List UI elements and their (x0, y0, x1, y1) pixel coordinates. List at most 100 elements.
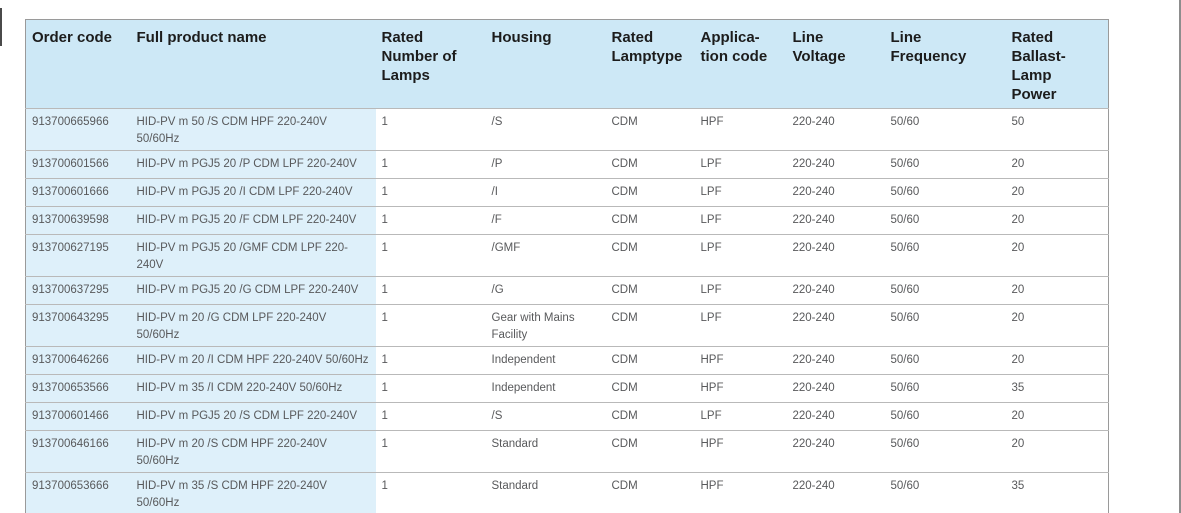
cell-application-code: LPF (694, 150, 787, 179)
cell-order-code: 913700601666 (25, 178, 131, 207)
cell-rated-ballast-lamp-power: 35 (1005, 472, 1109, 513)
cell-line-voltage: 220-240 (786, 206, 885, 235)
cell-rated-ballast-lamp-power: 20 (1005, 402, 1109, 431)
cell-order-code: 913700646166 (25, 430, 131, 473)
column-header-rated-number-of-lamps: Rated Number of Lamps (375, 19, 486, 109)
page-edge-line-right (1179, 0, 1181, 513)
cell-order-code: 913700601466 (25, 402, 131, 431)
cell-line-voltage: 220-240 (786, 108, 885, 151)
cell-line-frequency: 50/60 (884, 276, 1006, 305)
table-row: 913700637295 HID-PV m PGJ5 20 /G CDM LPF … (25, 276, 1109, 305)
cell-line-frequency: 50/60 (884, 206, 1006, 235)
cell-full-product-name: HID-PV m PGJ5 20 /GMF CDM LPF 220-240V (130, 234, 376, 277)
cell-full-product-name: HID-PV m 35 /S CDM HPF 220-240V 50/60Hz (130, 472, 376, 513)
cell-line-voltage: 220-240 (786, 304, 885, 347)
cell-line-voltage: 220-240 (786, 276, 885, 305)
cell-line-frequency: 50/60 (884, 346, 1006, 375)
cell-rated-ballast-lamp-power: 20 (1005, 150, 1109, 179)
cell-order-code: 913700627195 (25, 234, 131, 277)
cell-line-frequency: 50/60 (884, 304, 1006, 347)
cell-full-product-name: HID-PV m 35 /I CDM 220-240V 50/60Hz (130, 374, 376, 403)
cell-housing: /F (485, 206, 606, 235)
column-header-order-code: Order code (25, 19, 131, 109)
cell-rated-lamptype: CDM (605, 402, 695, 431)
table-row: 913700639598 HID-PV m PGJ5 20 /F CDM LPF … (25, 206, 1109, 235)
cell-line-voltage: 220-240 (786, 150, 885, 179)
cell-application-code: LPF (694, 276, 787, 305)
cell-rated-number-of-lamps: 1 (375, 234, 486, 277)
cell-rated-ballast-lamp-power: 35 (1005, 374, 1109, 403)
cell-full-product-name: HID-PV m PGJ5 20 /I CDM LPF 220-240V (130, 178, 376, 207)
cell-rated-number-of-lamps: 1 (375, 276, 486, 305)
table-row: 913700627195 HID-PV m PGJ5 20 /GMF CDM LP… (25, 234, 1109, 277)
column-header-rated-lamptype: Rated Lamptype (605, 19, 695, 109)
column-header-rated-ballast-lamp-power: Rated Ballast- Lamp Power (1005, 19, 1109, 109)
cell-rated-number-of-lamps: 1 (375, 304, 486, 347)
cell-rated-lamptype: CDM (605, 150, 695, 179)
cell-application-code: LPF (694, 178, 787, 207)
cell-rated-ballast-lamp-power: 20 (1005, 206, 1109, 235)
cell-line-frequency: 50/60 (884, 472, 1006, 513)
cell-rated-lamptype: CDM (605, 108, 695, 151)
column-header-line-frequency: Line Frequency (884, 19, 1006, 109)
cell-full-product-name: HID-PV m PGJ5 20 /G CDM LPF 220-240V (130, 276, 376, 305)
table-row: 913700646266 HID-PV m 20 /I CDM HPF 220-2… (25, 346, 1109, 375)
cell-application-code: LPF (694, 206, 787, 235)
cell-line-frequency: 50/60 (884, 150, 1006, 179)
cell-housing: /GMF (485, 234, 606, 277)
cell-housing: /S (485, 402, 606, 431)
cell-rated-lamptype: CDM (605, 276, 695, 305)
table-header-row: Order code Full product name Rated Number … (25, 19, 1109, 109)
cell-rated-number-of-lamps: 1 (375, 472, 486, 513)
cell-rated-lamptype: CDM (605, 430, 695, 473)
cell-application-code: LPF (694, 304, 787, 347)
cell-full-product-name: HID-PV m 20 /I CDM HPF 220-240V 50/60Hz (130, 346, 376, 375)
cell-housing: /P (485, 150, 606, 179)
cell-application-code: HPF (694, 374, 787, 403)
product-table-container: Order code Full product name Rated Number … (25, 19, 1109, 513)
table-row: 913700601466 HID-PV m PGJ5 20 /S CDM LPF … (25, 402, 1109, 431)
cell-order-code: 913700646266 (25, 346, 131, 375)
cell-line-frequency: 50/60 (884, 402, 1006, 431)
cell-line-voltage: 220-240 (786, 234, 885, 277)
cell-rated-number-of-lamps: 1 (375, 346, 486, 375)
cell-rated-ballast-lamp-power: 20 (1005, 276, 1109, 305)
table-row: 913700643295 HID-PV m 20 /G CDM LPF 220-2… (25, 304, 1109, 347)
table-row: 913700653566 HID-PV m 35 /I CDM 220-240V … (25, 374, 1109, 403)
cell-line-voltage: 220-240 (786, 374, 885, 403)
cell-order-code: 913700665966 (25, 108, 131, 151)
column-header-full-product-name: Full product name (130, 19, 376, 109)
cell-order-code: 913700653666 (25, 472, 131, 513)
cell-rated-number-of-lamps: 1 (375, 108, 486, 151)
cell-rated-lamptype: CDM (605, 206, 695, 235)
cell-application-code: LPF (694, 234, 787, 277)
cell-line-voltage: 220-240 (786, 430, 885, 473)
cell-rated-lamptype: CDM (605, 178, 695, 207)
cell-line-frequency: 50/60 (884, 178, 1006, 207)
column-header-application-code: Applica- tion code (694, 19, 787, 109)
cell-rated-lamptype: CDM (605, 374, 695, 403)
table-row: 913700653666 HID-PV m 35 /S CDM HPF 220-2… (25, 472, 1109, 513)
cell-rated-ballast-lamp-power: 20 (1005, 430, 1109, 473)
table-row: 913700601666 HID-PV m PGJ5 20 /I CDM LPF … (25, 178, 1109, 207)
cell-application-code: HPF (694, 108, 787, 151)
cell-full-product-name: HID-PV m 20 /G CDM LPF 220-240V 50/60Hz (130, 304, 376, 347)
table-row: 913700646166 HID-PV m 20 /S CDM HPF 220-2… (25, 430, 1109, 473)
cell-order-code: 913700653566 (25, 374, 131, 403)
cell-order-code: 913700601566 (25, 150, 131, 179)
cell-line-voltage: 220-240 (786, 402, 885, 431)
cell-rated-lamptype: CDM (605, 346, 695, 375)
cell-rated-number-of-lamps: 1 (375, 402, 486, 431)
cell-rated-lamptype: CDM (605, 472, 695, 513)
cell-order-code: 913700637295 (25, 276, 131, 305)
cell-rated-number-of-lamps: 1 (375, 178, 486, 207)
cell-rated-lamptype: CDM (605, 304, 695, 347)
column-header-housing: Housing (485, 19, 606, 109)
cell-rated-ballast-lamp-power: 20 (1005, 304, 1109, 347)
cell-line-voltage: 220-240 (786, 346, 885, 375)
cell-rated-ballast-lamp-power: 20 (1005, 346, 1109, 375)
cell-rated-lamptype: CDM (605, 234, 695, 277)
cell-rated-number-of-lamps: 1 (375, 206, 486, 235)
cell-line-frequency: 50/60 (884, 374, 1006, 403)
cell-rated-ballast-lamp-power: 20 (1005, 178, 1109, 207)
